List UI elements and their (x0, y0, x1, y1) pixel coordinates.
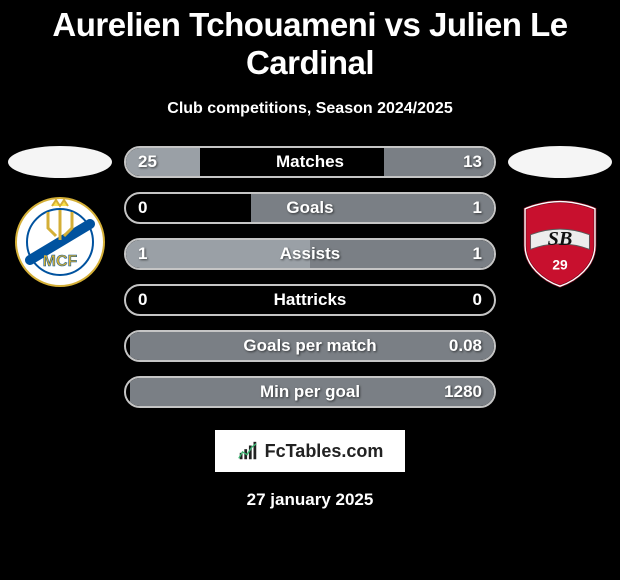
stat-label: Assists (280, 244, 340, 264)
svg-text:29: 29 (552, 258, 568, 273)
brand-text: FcTables.com (265, 441, 384, 462)
stat-value-left: 25 (138, 152, 157, 172)
real-madrid-crest-icon: MCF (10, 192, 110, 292)
stat-label: Min per goal (260, 382, 360, 402)
brest-crest-icon: SB 29 (514, 192, 606, 292)
stat-row: 0 0 Hattricks (124, 284, 496, 316)
stat-value-right: 1 (473, 244, 482, 264)
stat-value-left: 0 (138, 198, 147, 218)
page-subtitle: Club competitions, Season 2024/2025 (167, 100, 452, 118)
stat-row: 1280 Min per goal (124, 376, 496, 408)
club-right-crest: SB 29 (510, 192, 610, 292)
stat-value-right: 0 (473, 290, 482, 310)
stat-row: 0.08 Goals per match (124, 330, 496, 362)
stat-value-right: 13 (463, 152, 482, 172)
snapshot-date: 27 january 2025 (247, 490, 374, 510)
player-left-avatar (8, 146, 112, 178)
svg-text:MCF: MCF (43, 253, 78, 270)
player-right-side: SB 29 (500, 146, 620, 292)
svg-text:SB: SB (548, 228, 573, 250)
stat-row: 0 1 Goals (124, 192, 496, 224)
stat-value-right: 1280 (444, 382, 482, 402)
stat-label: Goals (286, 198, 333, 218)
stat-value-right: 0.08 (449, 336, 482, 356)
comparison-card: Aurelien Tchouameni vs Julien Le Cardina… (0, 0, 620, 510)
brand-attribution[interactable]: FcTables.com (215, 430, 406, 472)
chart-icon (237, 440, 259, 462)
stat-label: Goals per match (243, 336, 376, 356)
stat-value-left: 0 (138, 290, 147, 310)
stat-label: Hattricks (274, 290, 347, 310)
stat-value-right: 1 (473, 198, 482, 218)
player-left-side: MCF (0, 146, 120, 292)
player-right-avatar (508, 146, 612, 178)
stat-label: Matches (276, 152, 344, 172)
club-left-crest: MCF (10, 192, 110, 292)
comparison-body: MCF 25 13 Matches 0 1 Goals 1 1 Assists 0 0 Hattric… (0, 146, 620, 408)
stats-column: 25 13 Matches 0 1 Goals 1 1 Assists 0 0 Hattricks 0.… (120, 146, 500, 408)
stat-row: 1 1 Assists (124, 238, 496, 270)
stat-value-left: 1 (138, 244, 147, 264)
stat-row: 25 13 Matches (124, 146, 496, 178)
page-title: Aurelien Tchouameni vs Julien Le Cardina… (0, 6, 620, 82)
